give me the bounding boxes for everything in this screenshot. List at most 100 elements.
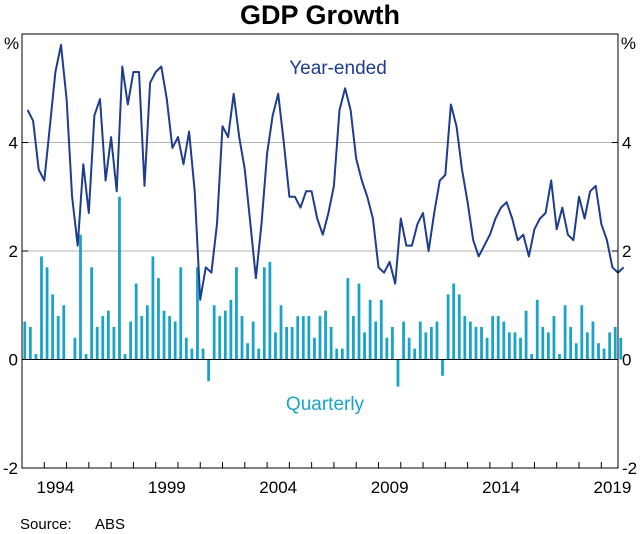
quarterly-bar [619, 337, 623, 360]
quarterly-bar [145, 305, 149, 360]
quarterly-bar [285, 326, 288, 360]
quarterly-bar [184, 337, 188, 360]
quarterly-bar [51, 294, 55, 360]
quarterly-bar [602, 348, 606, 360]
quarterly-bar [179, 267, 183, 360]
quarterly-bar [357, 283, 361, 360]
x-tick-label: 2014 [482, 478, 520, 497]
quarterly-bar [480, 326, 483, 360]
x-tick-label: 2019 [594, 478, 632, 497]
y-axis-left: -2 0 2 4 [3, 134, 28, 478]
quarterly-bar [274, 332, 277, 360]
quarterly-bar [90, 267, 94, 360]
quarterly-bars [23, 196, 623, 387]
quarterly-bar [307, 316, 311, 360]
quarterly-bar [279, 305, 283, 360]
quarterly-bar [558, 354, 561, 360]
quarterly-bar [229, 299, 233, 360]
x-tick-label: 2009 [371, 478, 409, 497]
quarterly-bar [591, 321, 595, 360]
quarterly-bar [157, 278, 160, 360]
quarterly-bar [530, 354, 534, 360]
quarterly-bar [391, 326, 394, 360]
quarterly-bar [524, 310, 528, 360]
source-label: Source: [20, 516, 72, 533]
quarterly-bar [251, 321, 255, 360]
y-unit-right: % [621, 34, 636, 53]
quarterly-bar [56, 316, 60, 360]
quarterly-bar [340, 348, 344, 360]
quarterly-bar [535, 299, 539, 360]
quarterly-bar [151, 256, 155, 360]
quarterly-bar [396, 359, 400, 387]
quarterly-bar [613, 326, 617, 360]
quarterly-bar [207, 359, 210, 382]
chart-title: GDP Growth [240, 0, 400, 30]
quarterly-bar [123, 354, 127, 360]
quarterly-bar [402, 321, 405, 360]
quarterly-bar [301, 316, 305, 360]
quarterly-bar [173, 321, 177, 360]
series-label-quarterly: Quarterly [286, 394, 365, 415]
y-tick-label-left: 4 [9, 134, 18, 153]
source-value: ABS [95, 516, 125, 533]
quarterly-bar [196, 267, 199, 360]
quarterly-bar [541, 326, 545, 360]
quarterly-bar [507, 332, 511, 360]
quarterly-bar [485, 337, 489, 360]
quarterly-bar [329, 326, 333, 360]
gridlines [22, 142, 618, 252]
quarterly-bar [452, 283, 456, 360]
quarterly-bar [218, 316, 222, 360]
quarterly-bar [140, 316, 144, 360]
quarterly-bar [95, 326, 99, 360]
quarterly-bar [79, 234, 82, 360]
quarterly-bar [385, 337, 389, 360]
quarterly-bar [34, 354, 38, 360]
quarterly-bar [240, 316, 244, 360]
quarterly-bar [246, 343, 249, 360]
quarterly-bar [441, 359, 444, 376]
quarterly-bar [563, 305, 567, 360]
quarterly-bar [569, 326, 573, 360]
quarterly-bar [40, 256, 43, 360]
y-unit-left: % [4, 34, 19, 53]
quarterly-bar [435, 321, 439, 360]
quarterly-bar [235, 267, 238, 360]
quarterly-bar [585, 332, 589, 360]
quarterly-bar [519, 337, 522, 360]
quarterly-bar [62, 305, 66, 360]
quarterly-bar [84, 354, 88, 360]
x-tick-label: 1994 [37, 478, 75, 497]
quarterly-bar [162, 310, 166, 360]
quarterly-bar [28, 326, 32, 360]
x-tick-label: 2004 [259, 478, 297, 497]
quarterly-bar [168, 316, 171, 360]
quarterly-bar [474, 326, 478, 360]
quarterly-bar [552, 316, 556, 360]
series-label-year-ended: Year-ended [289, 58, 387, 79]
quarterly-bar [268, 261, 272, 360]
quarterly-bar [257, 348, 261, 360]
quarterly-bar [118, 196, 121, 360]
quarterly-bar [457, 294, 461, 360]
y-tick-label-right: 0 [622, 351, 631, 370]
quarterly-bar [363, 332, 366, 360]
quarterly-bar [201, 348, 205, 360]
quarterly-bar [324, 310, 327, 360]
x-axis: 1994 1999 2004 2009 2014 2019 [21, 462, 632, 497]
quarterly-bar [574, 343, 578, 360]
quarterly-bar [45, 267, 49, 360]
quarterly-bar [413, 348, 417, 360]
quarterly-bar [23, 321, 27, 360]
y-tick-label-left: 0 [9, 351, 18, 370]
y-tick-label-right: -2 [622, 459, 637, 478]
y-tick-label-right: 4 [622, 134, 631, 153]
quarterly-bar [546, 332, 550, 360]
quarterly-bar [379, 299, 383, 360]
quarterly-bar [212, 305, 216, 360]
quarterly-bar [112, 326, 116, 360]
quarterly-bar [513, 332, 517, 360]
quarterly-bar [73, 337, 77, 360]
